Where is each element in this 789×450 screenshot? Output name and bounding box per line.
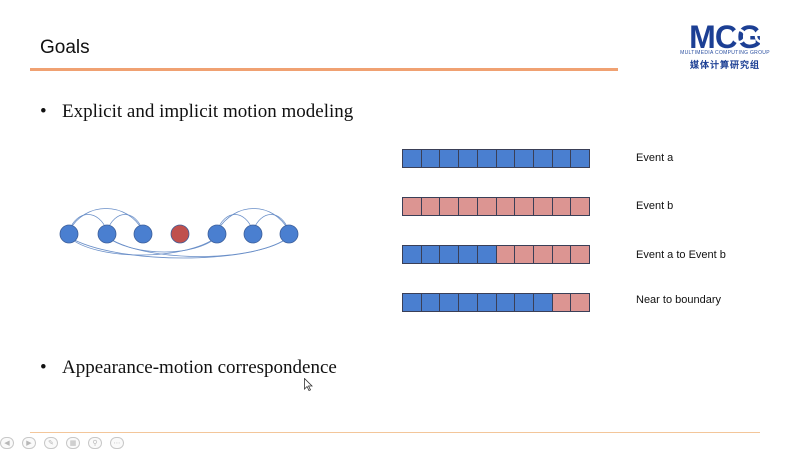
event-cell-a xyxy=(515,150,534,167)
event-cell-b xyxy=(552,246,572,263)
event-cell-b xyxy=(552,198,572,215)
event-cell-a xyxy=(571,150,590,167)
mcg-logo-icon: MCG xyxy=(689,19,770,55)
graph-node xyxy=(279,224,299,244)
graph-nodes xyxy=(59,224,299,244)
event-cell-b xyxy=(533,246,553,263)
motion-dependency-graph xyxy=(59,208,299,259)
event-cell-b xyxy=(496,198,516,215)
event-cell-b xyxy=(477,198,497,215)
event-cell-a xyxy=(477,150,497,167)
graph-node xyxy=(97,224,117,244)
graph-node xyxy=(207,224,227,244)
event-cell-b xyxy=(571,198,590,215)
event-cell-a xyxy=(403,246,422,263)
event-bar-label: Event a to Event b xyxy=(636,249,726,261)
event-cell-a xyxy=(421,150,441,167)
event-cell-b xyxy=(533,198,553,215)
event-cell-b xyxy=(552,294,572,311)
more-options-icon[interactable]: ⋯ xyxy=(110,437,124,449)
event-cell-b xyxy=(403,198,422,215)
event-cell-a xyxy=(496,150,516,167)
event-cell-a xyxy=(421,246,441,263)
event-bar xyxy=(402,197,590,216)
event-cell-a xyxy=(533,150,553,167)
footer-divider xyxy=(30,432,760,433)
bullet-item: • Appearance-motion correspondence xyxy=(40,357,337,379)
event-cell-a xyxy=(440,150,460,167)
event-cell-a xyxy=(459,150,478,167)
event-bar xyxy=(402,149,590,168)
logo-chinese-name: 媒体计算研究组 xyxy=(689,61,760,71)
event-bar-label: Event b xyxy=(636,200,674,212)
event-cell-a xyxy=(552,150,572,167)
logo-text: MCG xyxy=(689,19,761,55)
event-cell-b xyxy=(496,246,516,263)
event-cell-a xyxy=(533,294,553,311)
graph-node xyxy=(59,224,79,244)
event-cell-b xyxy=(571,246,590,263)
next-slide-icon[interactable]: ▶ xyxy=(22,437,36,449)
event-cell-a xyxy=(403,294,422,311)
event-cell-a xyxy=(515,294,534,311)
event-cell-a xyxy=(403,150,422,167)
event-cell-a xyxy=(440,294,460,311)
event-bar-label: Near to boundary xyxy=(636,294,721,306)
bullet-text: Appearance-motion correspondence xyxy=(62,357,337,378)
mouse-cursor-icon xyxy=(304,378,313,391)
graph-node xyxy=(243,224,263,244)
event-cell-b xyxy=(515,198,534,215)
event-cell-a xyxy=(496,294,516,311)
event-cell-a xyxy=(440,246,460,263)
presentation-toolbar: ◀ ▶ ✎ ▦ ⚲ ⋯ xyxy=(0,437,124,449)
event-cell-b xyxy=(440,198,460,215)
zoom-icon[interactable]: ⚲ xyxy=(88,437,102,449)
event-cell-a xyxy=(477,294,497,311)
event-cell-b xyxy=(571,294,590,311)
event-cell-b xyxy=(515,246,534,263)
graph-node-current xyxy=(170,224,190,244)
graph-arcs xyxy=(68,208,290,259)
event-cell-a xyxy=(459,246,478,263)
graph-node xyxy=(133,224,153,244)
prev-slide-icon[interactable]: ◀ xyxy=(0,437,14,449)
event-cell-a xyxy=(477,246,497,263)
event-bar-label: Event a xyxy=(636,152,674,164)
slide-title: Goals xyxy=(40,37,90,58)
title-underline xyxy=(30,68,618,71)
bullet-marker: • xyxy=(40,357,47,378)
event-bar xyxy=(402,245,590,264)
bullet-text: Explicit and implicit motion modeling xyxy=(62,101,354,122)
bullet-marker: • xyxy=(40,101,47,122)
event-cell-a xyxy=(421,294,441,311)
pen-icon[interactable]: ✎ xyxy=(44,437,58,449)
event-cell-b xyxy=(459,198,478,215)
event-cell-a xyxy=(459,294,478,311)
slides-grid-icon[interactable]: ▦ xyxy=(66,437,80,449)
logo-subtitle: MULTIMEDIA COMPUTING GROUP xyxy=(680,50,770,56)
event-cell-b xyxy=(421,198,441,215)
bullet-item: • Explicit and implicit motion modeling xyxy=(40,101,353,123)
event-bar xyxy=(402,293,590,312)
